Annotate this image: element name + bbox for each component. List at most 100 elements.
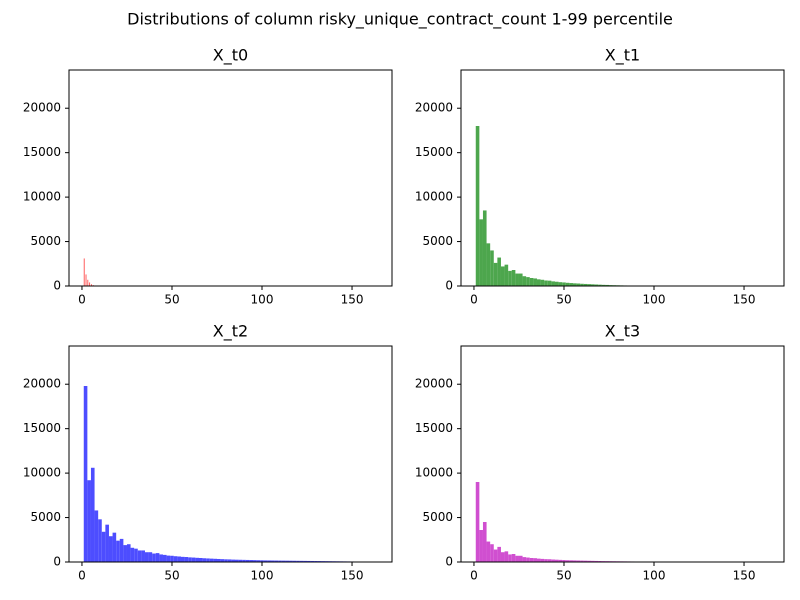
axes-frame [68,345,393,563]
histogram-bar [493,262,498,286]
histogram-bar [274,560,279,562]
histogram-bar [87,480,91,562]
histogram-bar [249,560,254,562]
histogram-bar [141,550,145,562]
subplot-title: X_t0 [213,46,248,66]
subplot-title: X_t2 [213,322,248,342]
histogram-bar [98,519,102,562]
y-tick-label: 20000 [415,101,453,115]
histogram-bar [594,560,599,562]
histogram-bar [112,532,117,562]
histogram-bar [569,283,573,286]
histogram-bar [504,264,509,286]
y-tick-label: 20000 [23,101,61,115]
x-tick-label: 0 [470,293,478,307]
subplot-title: X_t1 [605,46,640,66]
histogram-bar [533,558,537,562]
histogram-bar [209,558,214,562]
y-tick-label: 0 [445,279,453,293]
histogram-bar [576,283,581,286]
x-tick-label: 0 [470,569,478,583]
histogram-bar [224,559,228,562]
histogram-bar [289,560,293,562]
histogram-bar [551,281,555,286]
x-tick-label: 50 [164,569,179,583]
histogram-bar [490,544,494,562]
x-tick-label: 150 [341,293,364,307]
y-tick-label: 20000 [415,377,453,391]
histogram-bar [116,540,120,562]
x-tick-label: 150 [733,569,756,583]
histogram-bar [526,277,530,286]
y-tick-label: 10000 [23,190,61,204]
histogram-bar [292,560,297,562]
x-tick-label: 50 [164,293,179,307]
axes-frame [460,345,785,563]
histogram-bar [307,560,311,562]
histogram-bar [83,386,88,562]
histogram-bar [263,560,268,562]
histogram-bar [159,554,163,562]
histogram-bar [83,258,85,286]
histogram-bar [515,273,519,286]
histogram-bar [105,524,109,562]
histogram-bar [198,558,203,562]
y-tick-label: 10000 [23,466,61,480]
histogram-bar [256,560,261,562]
histogram-bar [310,560,315,562]
histogram-bar [231,559,236,562]
histogram-bar [526,557,530,562]
histogram-bar [518,273,523,286]
histogram-bar [587,560,591,562]
histogram-bar [508,270,512,286]
histogram-bar [558,559,563,562]
histogram-bar [177,556,181,562]
y-tick-label: 5000 [422,510,453,524]
histogram-bar [101,531,106,562]
histogram-bar [90,284,92,286]
y-tick-label: 15000 [415,145,453,159]
histogram-bar [195,557,199,562]
histogram-bar [152,553,156,562]
histogram-bar [166,555,171,562]
histogram-bar [536,279,541,286]
histogram-bar [583,560,588,562]
y-tick-label: 15000 [23,145,61,159]
x-tick-label: 50 [556,293,571,307]
histogram-bar [216,558,221,562]
histogram-bar [515,555,519,562]
histogram-bar [94,510,99,562]
histogram-bar [130,547,135,562]
x-tick-label: 100 [251,293,274,307]
histogram-bar [475,126,480,286]
y-tick-label: 0 [53,279,61,293]
histogram-bar [580,283,584,286]
histogram-bar [554,559,559,562]
histogram-bar [285,560,290,562]
histogram-bar [90,467,95,562]
histogram-bar [572,560,577,562]
histogram-bar [572,283,577,286]
x-tick-label: 50 [556,569,571,583]
histogram-bar [242,559,246,562]
histogram-bar [180,556,185,562]
histogram-bar [144,552,149,562]
histogram-bar [188,557,192,562]
histogram-bar [303,560,308,562]
histogram-bar [558,282,563,286]
histogram-bar [605,284,609,286]
histogram-bar [529,558,534,562]
histogram-bar [235,559,239,562]
histogram-bar [119,538,124,562]
histogram-bar [162,554,167,562]
histogram-bar [497,257,501,286]
histogram-bar [213,558,217,562]
histogram-bar [587,284,591,286]
x-tick-label: 100 [251,569,274,583]
histogram-bar [590,284,595,286]
x-tick-label: 100 [643,569,666,583]
histogram-bar [85,274,87,286]
